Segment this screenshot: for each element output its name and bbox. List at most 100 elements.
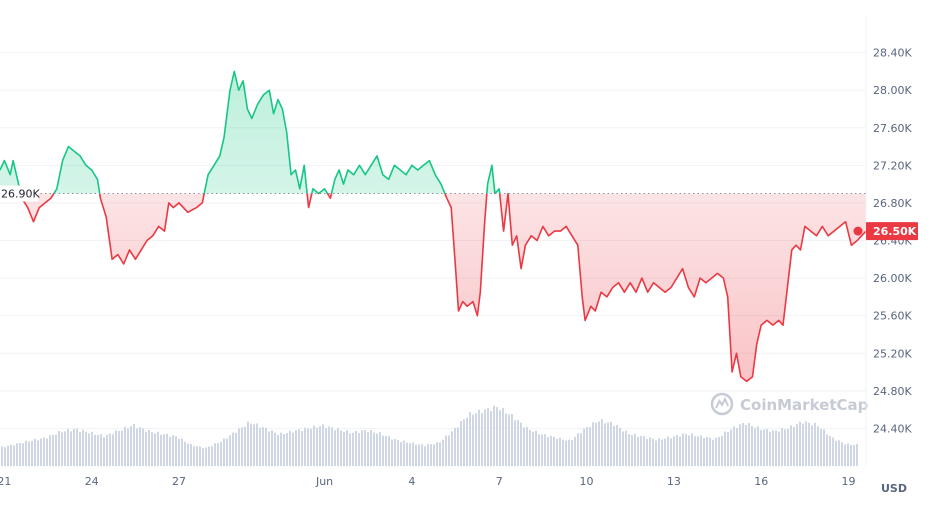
volume-bar-101 [304, 427, 306, 466]
volume-bar-231 [694, 436, 696, 466]
volume-bar-130 [391, 439, 393, 466]
volume-bar-133 [400, 441, 402, 466]
volume-bar-283 [850, 444, 852, 466]
volume-bar-196 [589, 427, 591, 466]
volume-bar-52 [157, 431, 159, 466]
volume-bar-218 [655, 440, 657, 466]
volume-bar-17 [52, 434, 54, 466]
volume-bar-106 [319, 426, 321, 466]
volume-bar-152 [457, 427, 459, 466]
volume-bar-92 [277, 434, 279, 466]
volume-bar-279 [838, 440, 840, 466]
volume-bar-114 [343, 431, 345, 466]
volume-bar-206 [619, 427, 621, 466]
volume-bar-120 [361, 430, 363, 466]
volume-bar-226 [679, 436, 681, 466]
volume-bar-200 [601, 419, 603, 466]
price-area [0, 71, 866, 382]
volume-bar-118 [355, 430, 357, 466]
volume-bar-103 [310, 428, 312, 466]
volume-bar-177 [532, 431, 534, 466]
volume-bar-195 [586, 427, 588, 466]
volume-bar-121 [364, 430, 366, 466]
volume-bar-109 [328, 426, 330, 466]
volume-bar-119 [358, 433, 360, 466]
volume-bar-100 [301, 431, 303, 466]
volume-bar-171 [514, 420, 516, 466]
volume-bar-20 [61, 432, 63, 466]
volume-bar-155 [466, 417, 468, 466]
volume-bar-127 [382, 435, 384, 466]
volume-bar-98 [295, 430, 297, 466]
volume-bar-18 [55, 434, 57, 466]
volume-bar-198 [595, 422, 597, 466]
volume-bar-113 [340, 430, 342, 466]
volume-bar-24 [73, 428, 75, 466]
volume-bar-172 [517, 420, 519, 466]
x-tick-label: 27 [172, 475, 186, 488]
volume-bar-26 [79, 431, 81, 466]
volume-bar-162 [487, 408, 489, 466]
volume-bar-83 [250, 423, 252, 466]
volume-bar-117 [352, 432, 354, 466]
volume-bar-201 [604, 423, 606, 466]
volume-bar-61 [184, 441, 186, 466]
volume-bar-156 [469, 411, 471, 466]
volume-bar-260 [781, 428, 783, 466]
volume-bar-141 [424, 446, 426, 466]
volume-bar-202 [607, 422, 609, 466]
y-tick-label: 28.40K [873, 47, 912, 60]
volume-bar-215 [646, 438, 648, 466]
volume-bar-249 [748, 422, 750, 466]
volume-bar-264 [793, 426, 795, 466]
volume-bar-21 [64, 431, 66, 466]
y-axis-ticks: 24.40K24.80K25.20K25.60K26.00K26.40K26.8… [873, 47, 912, 436]
x-tick-label: 19 [842, 475, 856, 488]
volume-bar-50 [151, 432, 153, 466]
volume-bar-27 [82, 429, 84, 466]
volume-bar-267 [802, 423, 804, 466]
volume-bar-239 [718, 437, 720, 466]
volume-bar-178 [535, 430, 537, 466]
volume-bar-233 [700, 435, 702, 466]
y-tick-label: 26.80K [873, 197, 912, 210]
volume-bar-9 [28, 441, 30, 466]
volume-bar-217 [652, 438, 654, 466]
volume-bar-97 [292, 432, 294, 466]
x-tick-label: 21 [0, 475, 11, 488]
volume-bar-150 [451, 431, 453, 466]
reference-line: 26.90K [0, 185, 866, 202]
volume-bar-147 [442, 439, 444, 466]
volume-bar-88 [265, 427, 267, 466]
watermark-text: CoinMarketCap [740, 396, 869, 414]
volume-bar-93 [280, 432, 282, 466]
volume-bar-256 [769, 432, 771, 466]
volume-bar-37 [112, 434, 114, 466]
volume-bar-33 [100, 434, 102, 466]
volume-bar-90 [271, 430, 273, 466]
volume-bar-44 [133, 423, 135, 466]
volume-bar-241 [724, 431, 726, 466]
volume-bar-190 [571, 440, 573, 466]
volume-bar-244 [733, 426, 735, 466]
volume-bar-59 [178, 438, 180, 466]
volume-bar-280 [841, 442, 843, 466]
volume-bar-173 [520, 422, 522, 466]
volume-bar-62 [187, 443, 189, 466]
volume-bar-12 [37, 440, 39, 466]
volume-bar-28 [85, 431, 87, 466]
volume-bar-53 [160, 434, 162, 466]
volume-bar-199 [598, 421, 600, 466]
volume-bar-125 [376, 433, 378, 466]
volume-bar-138 [415, 444, 417, 466]
volume-bar-104 [313, 425, 315, 466]
price-line-below [19, 193, 866, 383]
volume-bar-86 [259, 427, 261, 466]
volume-bar-222 [667, 436, 669, 466]
volume-bar-154 [463, 419, 465, 466]
current-price-badge [866, 222, 918, 241]
volume-bar-57 [172, 435, 174, 466]
volume-bar-45 [136, 428, 138, 466]
volume-bar-235 [706, 437, 708, 466]
volume-bar-47 [142, 428, 144, 466]
